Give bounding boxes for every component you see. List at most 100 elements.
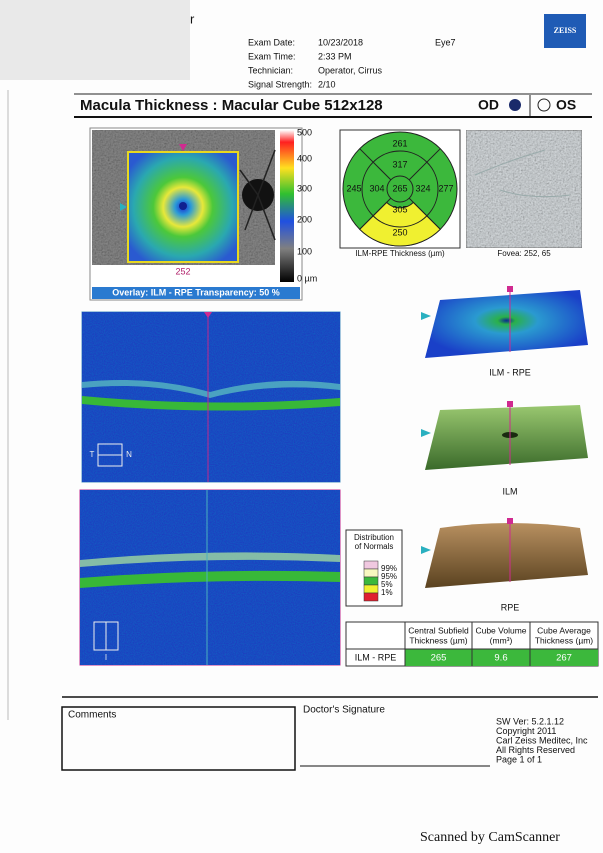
table-cell: 265 xyxy=(431,653,447,664)
bscan-2-layer xyxy=(80,552,340,567)
table-cell: 9.6 xyxy=(494,653,507,664)
fundus-image xyxy=(465,129,583,249)
table-header: (mm³) xyxy=(490,635,513,645)
surface-3-arrow xyxy=(421,546,431,554)
etdrs-inner-ring xyxy=(361,150,439,228)
orient-label: I xyxy=(105,653,107,662)
field-value: Operator, Cirrus xyxy=(318,65,383,75)
etdrs-caption: ILM-RPE Thickness (µm) xyxy=(355,249,445,258)
surface-label: RPE xyxy=(501,602,520,612)
fovea-spot xyxy=(179,202,187,210)
table-header: Cube Volume xyxy=(475,625,526,635)
logo-box xyxy=(544,14,586,48)
normals-level: 95% xyxy=(381,572,397,581)
etdrs-value: 265 xyxy=(392,183,407,193)
etdrs-value: 277 xyxy=(438,183,453,193)
overlay-caption-bar xyxy=(92,287,300,299)
field-value: 2/10 xyxy=(318,79,336,89)
logo-text: ZEISS xyxy=(554,26,577,35)
surface-rpe xyxy=(425,523,588,588)
bscan-2-rpe xyxy=(80,570,340,588)
map-marker: 252 xyxy=(175,266,190,276)
normals-level: 5% xyxy=(381,580,393,589)
normals-swatch-1 xyxy=(363,584,379,594)
bscan-1-marker xyxy=(204,312,212,318)
software-info: All Rights Reserved xyxy=(496,745,575,755)
vessels xyxy=(239,149,276,241)
surface-2-arrow xyxy=(421,429,431,437)
etdrs-value: 324 xyxy=(415,183,430,193)
scale-label: 0 µm xyxy=(297,273,317,283)
overlay-caption: Overlay: ILM - RPE Transparency: 50 % xyxy=(112,287,280,297)
field-label: Signal Strength: xyxy=(248,79,312,89)
table-header: Cube Average xyxy=(537,625,591,635)
bscan-1-layer xyxy=(82,379,340,398)
etdrs-inferior-outer xyxy=(358,201,442,247)
field-label: Exam Time: xyxy=(248,51,296,61)
table-header: Thickness (µm) xyxy=(409,635,467,645)
software-info: SW Ver: 5.2.1.12 xyxy=(496,716,564,726)
normals-swatch-5 xyxy=(363,576,379,586)
table-cell: 267 xyxy=(556,653,572,664)
software-info: Copyright 2011 xyxy=(496,726,556,736)
surface-ilm-rpe xyxy=(425,290,588,358)
field-label: Exam Date: xyxy=(248,37,295,47)
software-info: Carl Zeiss Meditec, Inc xyxy=(496,735,588,745)
surface-3-marker xyxy=(507,518,513,524)
etdrs-value: 250 xyxy=(392,227,407,237)
normals-swatch-0 xyxy=(363,592,379,602)
bscan-1-rpe xyxy=(82,396,340,411)
table-header: Thickness (µm) xyxy=(535,635,593,645)
color-scale xyxy=(280,130,294,282)
normals-swatch-99 xyxy=(363,560,379,570)
report-title: Macula Thickness : Macular Cube 512x128 xyxy=(80,97,383,114)
marker-top xyxy=(179,144,187,151)
scale-label: 400 xyxy=(297,153,312,163)
surface-1-marker xyxy=(507,286,513,292)
software-info: Page 1 of 1 xyxy=(496,754,542,764)
surface-2-marker xyxy=(507,401,513,407)
etdrs-value: 304 xyxy=(369,183,384,193)
normals-level: 99% xyxy=(381,564,397,573)
orient-label: N xyxy=(126,450,132,459)
os-label: OS xyxy=(556,97,576,113)
comments-label: Comments xyxy=(68,710,116,721)
marker-left xyxy=(120,203,127,211)
etdrs-value: 305 xyxy=(392,204,407,214)
eye-id: Eye7 xyxy=(435,37,456,47)
os-unselected xyxy=(537,98,551,112)
header-corner: r xyxy=(190,11,195,26)
surface-label: ILM xyxy=(502,486,517,496)
comments-box xyxy=(61,706,296,771)
normals-level: 1% xyxy=(381,588,393,597)
etdrs-value: 317 xyxy=(392,159,407,169)
normals-title: of Normals xyxy=(355,542,394,551)
fundus-vessels xyxy=(474,149,571,198)
field-label: Technician: xyxy=(248,65,293,75)
od-selected xyxy=(509,99,521,111)
paper-corner xyxy=(0,0,190,80)
fundus-caption: Fovea: 252, 65 xyxy=(497,249,551,258)
field-value: 2:33 PM xyxy=(318,51,352,61)
surface-label: ILM - RPE xyxy=(489,367,531,377)
watermark: Scanned by CamScanner xyxy=(420,830,560,845)
row-label: ILM - RPE xyxy=(355,652,397,662)
scale-label: 500 xyxy=(297,127,312,137)
summary-values-bg xyxy=(405,649,598,666)
etdrs-value: 261 xyxy=(392,138,407,148)
field-value: 10/23/2018 xyxy=(318,37,363,47)
od-label: OD xyxy=(478,97,499,113)
orient-label: T xyxy=(90,450,95,459)
normals-title: Distribution xyxy=(354,533,394,542)
scale-label: 300 xyxy=(297,183,312,193)
scale-label: 100 xyxy=(297,246,312,256)
signature-label: Doctor's Signature xyxy=(303,705,385,716)
etdrs-value: 245 xyxy=(346,183,361,193)
scale-label: 200 xyxy=(297,214,312,224)
normals-swatch-95 xyxy=(363,568,379,578)
surface-1-arrow xyxy=(421,312,431,320)
etdrs-center xyxy=(386,175,414,203)
table-header: Central Subfield xyxy=(408,625,469,635)
